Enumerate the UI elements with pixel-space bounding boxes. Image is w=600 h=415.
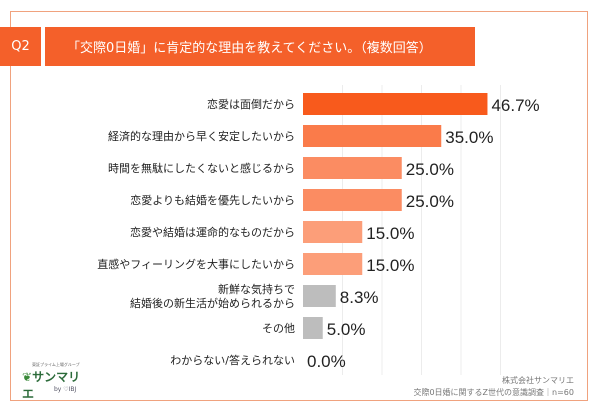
data-label: 5.0% bbox=[327, 320, 366, 339]
chart-frame bbox=[10, 11, 588, 401]
data-label: 15.0% bbox=[366, 224, 414, 243]
data-label: 8.3% bbox=[340, 288, 379, 307]
category-label: 直感やフィーリングを大事にしたいから bbox=[97, 257, 295, 271]
bar bbox=[303, 285, 336, 307]
bar bbox=[303, 221, 363, 243]
logo-tagline: 東証プライム上場グループ bbox=[32, 362, 80, 367]
footer-survey: 交際0日婚に関するZ世代の意識調査｜n=60 bbox=[413, 388, 574, 397]
chart-title: 「交際0日婚」に肯定的な理由を教えてください。（複数回答） bbox=[45, 27, 475, 66]
bar bbox=[303, 125, 442, 147]
data-label: 25.0% bbox=[406, 192, 454, 211]
bar bbox=[303, 157, 402, 179]
bar bbox=[303, 317, 323, 339]
logo-name: ❦サンマリエ bbox=[22, 370, 81, 401]
category-label: 経済的な理由から早く安定したいから bbox=[108, 129, 295, 143]
footer: 株式会社サンマリエ 交際0日婚に関するZ世代の意識調査｜n=60 bbox=[413, 375, 574, 399]
bar bbox=[303, 93, 488, 115]
bar bbox=[303, 253, 363, 275]
data-label: 46.7% bbox=[491, 96, 539, 115]
category-label: わからない/答えられない bbox=[170, 353, 295, 367]
data-label: 15.0% bbox=[366, 256, 414, 275]
logo-by: by ♡IBJ bbox=[54, 386, 77, 393]
category-label: その他 bbox=[262, 322, 295, 335]
leaf-icon: ❦ bbox=[22, 370, 33, 384]
data-label: 35.0% bbox=[445, 128, 493, 147]
category-label: 恋愛や結婚は運命的なものだから bbox=[130, 225, 295, 239]
question-label: Q2 bbox=[0, 27, 41, 66]
category-label: 恋愛よりも結婚を優先したいから bbox=[130, 193, 295, 207]
bar bbox=[303, 189, 402, 211]
footer-company: 株式会社サンマリエ bbox=[502, 376, 574, 385]
category-label: 恋愛は面倒だから bbox=[207, 97, 295, 111]
logo: 東証プライム上場グループ ❦サンマリエ by ♡IBJ bbox=[22, 362, 92, 401]
data-label: 0.0% bbox=[307, 352, 346, 371]
category-label: 新鮮な気持ちで結婚後の新生活が始められるから bbox=[130, 282, 295, 310]
data-label: 25.0% bbox=[406, 160, 454, 179]
category-label: 時間を無駄にしたくないと感じるから bbox=[108, 161, 295, 175]
